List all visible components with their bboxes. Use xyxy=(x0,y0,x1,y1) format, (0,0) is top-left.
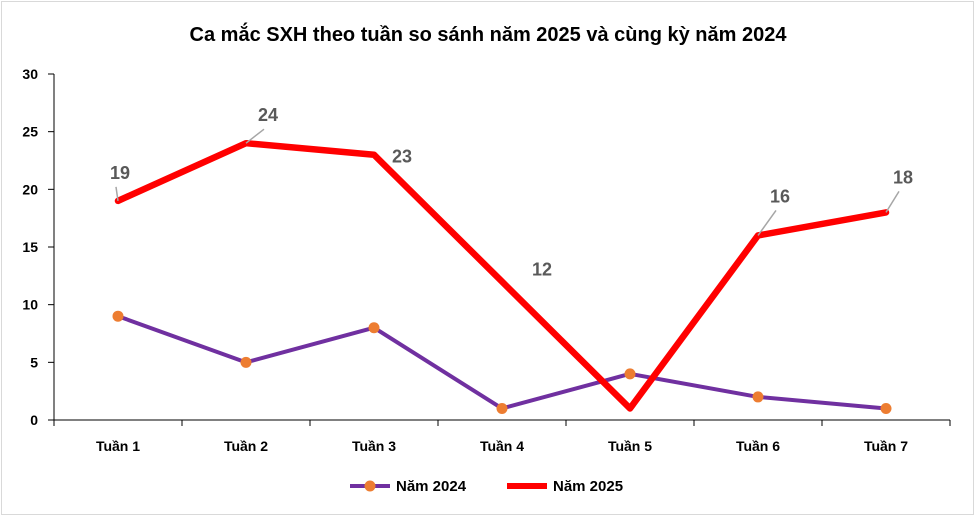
data-label-2025: 19 xyxy=(110,163,130,183)
series-line-2024 xyxy=(116,314,888,411)
x-tick-label: Tuần 6 xyxy=(736,438,780,454)
chart-title: Ca mắc SXH theo tuần so sánh năm 2025 và… xyxy=(190,22,788,46)
y-tick-label: 30 xyxy=(22,66,38,82)
y-tick-label: 15 xyxy=(22,239,38,255)
legend: Năm 2024 Năm 2025 xyxy=(350,478,623,495)
data-label-2025: 23 xyxy=(392,147,412,167)
data-point-2024 xyxy=(112,310,124,322)
data-point-2024 xyxy=(624,368,636,380)
label-leader-line xyxy=(757,210,777,236)
data-point-2024 xyxy=(496,402,508,414)
x-tick-label: Tuần 4 xyxy=(480,438,524,454)
legend-label-2025: Năm 2025 xyxy=(553,478,623,495)
x-tick-label: Tuần 3 xyxy=(352,438,396,454)
x-tick-label: Tuần 7 xyxy=(864,438,908,454)
data-point-2024 xyxy=(752,391,764,403)
series-layer xyxy=(112,139,892,414)
label-leader-line xyxy=(245,128,265,144)
x-tick-label: Tuần 2 xyxy=(224,438,268,454)
y-tick-label: 10 xyxy=(22,297,38,313)
label-leader-line xyxy=(115,186,119,201)
y-tick-label: 25 xyxy=(22,124,38,140)
y-tick-label: 5 xyxy=(30,354,38,370)
y-tick-label: 20 xyxy=(22,181,38,197)
y-axis: 0 5 10 15 20 25 30 xyxy=(22,66,55,428)
data-label-2025: 18 xyxy=(893,167,913,187)
data-label-2025: 12 xyxy=(532,260,552,280)
y-tick-label: 0 xyxy=(30,412,38,428)
x-tick-label: Tuần 1 xyxy=(96,438,140,454)
data-point-2024 xyxy=(368,322,380,334)
data-label-2025: 16 xyxy=(770,186,790,206)
x-axis: Tuần 1 Tuần 2 Tuần 3 Tuần 4 Tuần 5 Tuần 6 Tuần… xyxy=(53,419,951,454)
data-labels: 19 24 23 12 16 18 xyxy=(110,105,913,279)
x-tick-label: Tuần 5 xyxy=(608,438,652,454)
label-leader-line xyxy=(885,191,900,213)
data-label-2025: 24 xyxy=(258,105,278,125)
legend-marker-2024 xyxy=(364,480,376,492)
series-line-2025 xyxy=(114,139,890,412)
data-point-2024 xyxy=(880,402,892,414)
legend-label-2024: Năm 2024 xyxy=(396,478,467,495)
data-point-2024 xyxy=(240,356,252,368)
